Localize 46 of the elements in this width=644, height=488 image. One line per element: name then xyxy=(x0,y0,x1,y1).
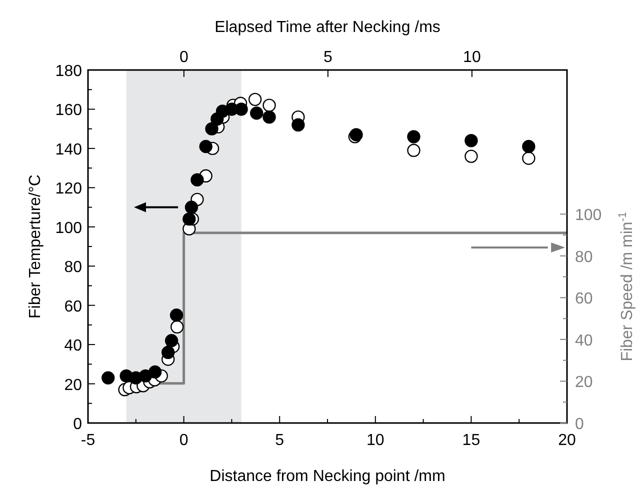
x-tick-label: 0 xyxy=(179,432,188,449)
point xyxy=(262,110,276,124)
x2-axis-title: Elapsed Time after Necking /ms xyxy=(214,19,440,36)
y2-tick-label: 100 xyxy=(575,207,602,224)
y-tick-label: 180 xyxy=(55,63,82,80)
x-tick-label: 15 xyxy=(462,432,480,449)
x-tick-label: 5 xyxy=(275,432,284,449)
x-tick-label: 20 xyxy=(558,432,576,449)
point xyxy=(234,102,248,116)
y2-tick-label: 20 xyxy=(575,374,593,392)
x2-tick-label: 10 xyxy=(463,49,481,66)
x2-tick-label: 0 xyxy=(179,49,188,66)
x-tick-label: -5 xyxy=(80,432,96,449)
x-tick-label: 10 xyxy=(366,432,384,449)
y-tick-label: 60 xyxy=(64,298,82,316)
x2-tick-label: 5 xyxy=(323,49,332,66)
point xyxy=(199,140,212,154)
point xyxy=(464,134,478,148)
point xyxy=(250,106,264,120)
point xyxy=(292,118,305,132)
point xyxy=(522,140,536,154)
y-tick-label: 80 xyxy=(64,259,82,276)
point xyxy=(161,346,175,359)
point xyxy=(102,371,115,384)
y-tick-label: 100 xyxy=(55,220,82,237)
y-axis-title: Fiber Temperture/°C xyxy=(27,174,44,318)
y-tick-label: 120 xyxy=(55,180,82,198)
y2-tick-label: 80 xyxy=(575,248,593,266)
y-tick-label: 20 xyxy=(64,376,82,394)
y-tick-label: 40 xyxy=(64,338,82,355)
y2-tick-label: 40 xyxy=(575,332,593,350)
y2-tick-label: 0 xyxy=(575,416,584,433)
point xyxy=(190,173,204,186)
point xyxy=(170,320,184,334)
point xyxy=(184,200,198,214)
point xyxy=(170,308,184,322)
y-tick-label: 140 xyxy=(55,141,82,158)
point xyxy=(407,130,420,144)
point xyxy=(182,212,196,226)
point xyxy=(148,365,162,379)
y-tick-label: 0 xyxy=(73,416,82,433)
point xyxy=(205,122,218,136)
y2-tick-label: 60 xyxy=(575,290,593,308)
y-tick-label: 160 xyxy=(55,102,82,120)
x-axis-title: Distance from Necking point /mm xyxy=(210,468,446,485)
point xyxy=(164,334,178,348)
